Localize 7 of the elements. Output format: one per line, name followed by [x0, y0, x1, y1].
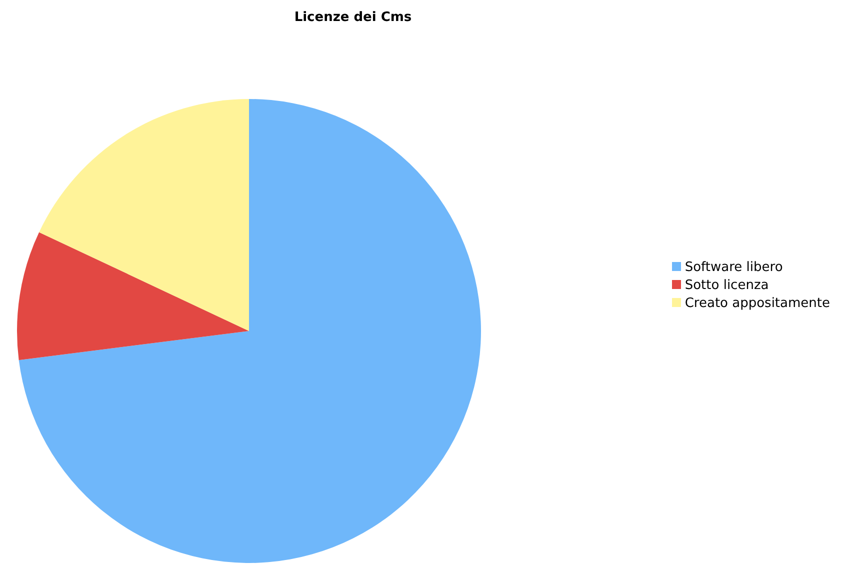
legend-label: Creato appositamente	[684, 296, 830, 310]
legend-label: Sotto licenza	[684, 278, 769, 292]
pie-slice	[18, 99, 481, 563]
legend-label: Software libero	[684, 260, 783, 274]
pie-slice	[39, 99, 249, 331]
pie-slice	[17, 232, 249, 360]
chart-title: Licenze dei Cms	[293, 10, 413, 25]
